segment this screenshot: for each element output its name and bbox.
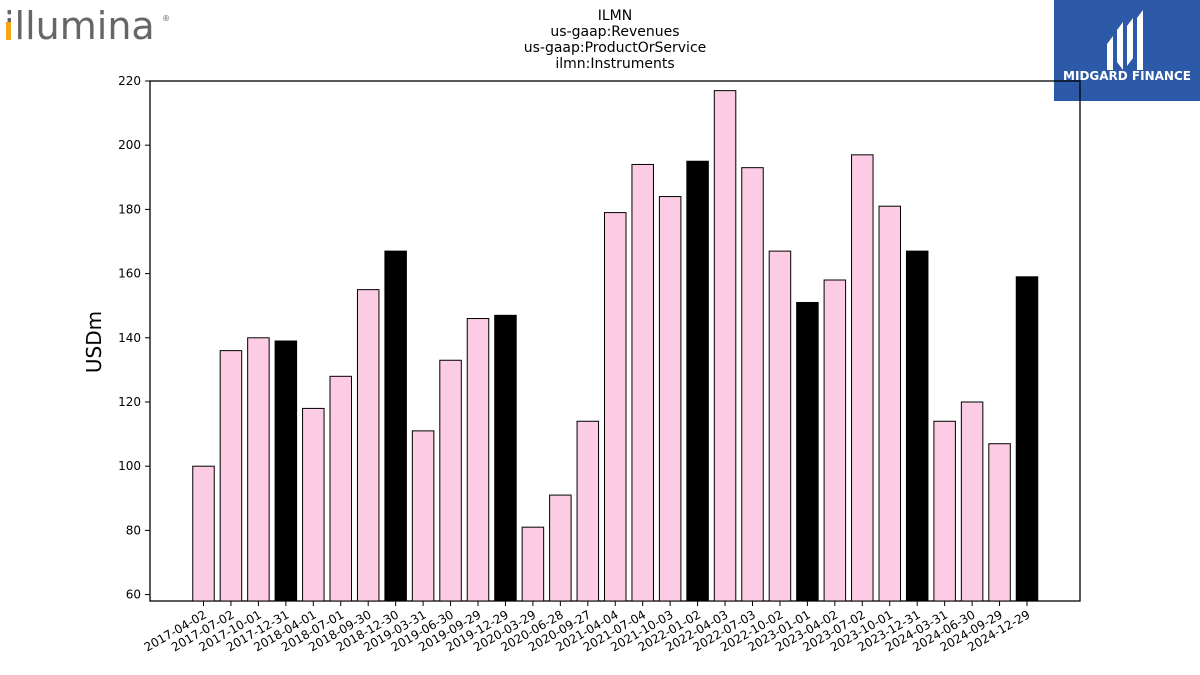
bar-2023-01-01 [796,301,819,602]
bar-2021-10-03 [658,196,682,602]
title-line-3: us-gaap:ProductOrService [524,40,707,56]
bar-2017-10-01 [247,337,270,602]
y-tick-label: 220 [118,74,141,88]
bar-2019-03-31 [411,430,435,602]
bar-2017-07-02 [219,350,243,602]
illumina-logo: illumina ® [4,4,170,48]
y-axis-label: USDm [82,311,106,373]
y-tick-label: 100 [118,459,141,473]
bar-2024-06-30 [960,401,984,602]
title-line-4: ilmn:Instruments [555,56,674,72]
bar-2022-04-03 [713,90,737,602]
brand-name: MIDGARD FINANCE [1063,69,1191,83]
bar-2024-12-29 [1015,276,1039,602]
logo-registered-mark: ® [162,14,170,23]
bar-2023-04-02 [823,279,847,602]
bar-2021-07-04 [631,163,654,602]
chart-title: ILMN us-gaap:Revenues us-gaap:ProductOrS… [524,8,707,72]
bar-2018-07-01 [329,375,352,602]
midgard-m-icon [1107,10,1143,70]
bar-2017-12-31 [274,340,298,602]
bar-2023-12-31 [905,250,929,602]
bars [192,90,1039,602]
bar-2019-06-30 [439,359,462,602]
bar-2022-07-03 [741,167,764,602]
y-tick-label: 80 [126,523,141,537]
logo-orange-i-mark [6,22,11,40]
bar-2019-12-29 [494,314,517,602]
bar-2020-06-28 [549,494,572,602]
x-axis: 2017-04-022017-07-022017-10-012017-12-31… [142,601,1033,654]
bar-2017-04-02 [192,465,215,602]
bar-2022-10-02 [768,250,792,602]
title-line-2: us-gaap:Revenues [550,24,679,40]
y-tick-label: 120 [118,395,141,409]
bar-2018-09-30 [356,289,380,602]
y-tick-label: 60 [126,588,141,602]
bar-2018-04-01 [302,407,325,602]
bar-2024-03-31 [933,420,956,602]
bar-2023-10-01 [878,205,901,602]
bar-2021-04-04 [604,212,627,602]
bar-2019-09-29 [466,318,490,602]
bar-2018-12-30 [384,250,407,602]
bar-2024-09-29 [988,443,1011,602]
bar-2020-09-27 [576,420,600,602]
y-tick-label: 180 [118,202,141,216]
bar-2022-01-02 [686,160,709,602]
bar-2020-03-29 [521,526,545,602]
y-tick-label: 200 [118,138,141,152]
title-line-1: ILMN [598,8,632,24]
y-tick-label: 160 [118,267,141,281]
bar-2023-07-02 [851,154,874,602]
y-axis: 60 80 100 120 140 160 180 200 220 [118,74,150,602]
y-tick-label: 140 [118,331,141,345]
midgard-finance-logo: MIDGARD FINANCE [1054,0,1200,101]
logo-wordmark: illumina [4,4,155,48]
